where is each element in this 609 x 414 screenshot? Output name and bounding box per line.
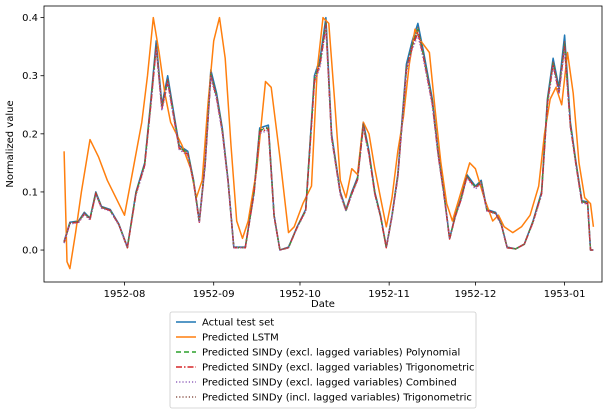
- legend: Actual test set Predicted LSTM Predicted S…: [169, 311, 477, 409]
- y-tick-label-3: 0.2: [22, 129, 38, 140]
- legend-label-3: Predicted SINDy (excl. lagged variables)…: [202, 348, 460, 359]
- y-tick-label-2: 0.1: [22, 187, 38, 198]
- plot-frame: [43, 5, 603, 283]
- series-line-2: [63, 16, 595, 270]
- x-tick-label-2: 1952-09: [193, 289, 235, 300]
- x-tick-label-5: 1952-12: [455, 289, 497, 300]
- legend-label-1: Actual test set: [202, 318, 274, 329]
- x-axis-label: Date: [311, 299, 335, 310]
- legend-label-4: Predicted SINDy (excl. lagged variables)…: [202, 363, 475, 374]
- y-tick-label-5: 0.4: [22, 13, 38, 24]
- legend-label-6: Predicted SINDy (incl. lagged variables)…: [202, 393, 472, 404]
- y-tick-label-1: 0.0: [22, 246, 38, 257]
- y-axis-label: Normalized value: [5, 100, 16, 187]
- y-tick-label-4: 0.3: [22, 71, 38, 82]
- plot-background: [44, 6, 602, 282]
- legend-label-2: Predicted LSTM: [202, 333, 279, 344]
- series-layer: [63, 16, 595, 270]
- x-tick-label-3: 1952-10: [279, 289, 321, 300]
- x-tick-label-6: 1953-01: [544, 289, 586, 300]
- x-tick-label-1: 1952-08: [104, 289, 146, 300]
- x-tick-label-4: 1952-11: [368, 289, 410, 300]
- legend-box: [169, 311, 477, 409]
- legend-label-5: Predicted SINDy (excl. lagged variables)…: [202, 378, 457, 389]
- axes-layer: 1952-08 1952-09 1952-10 1952-11 1952-12 1953-…: [22, 5, 603, 300]
